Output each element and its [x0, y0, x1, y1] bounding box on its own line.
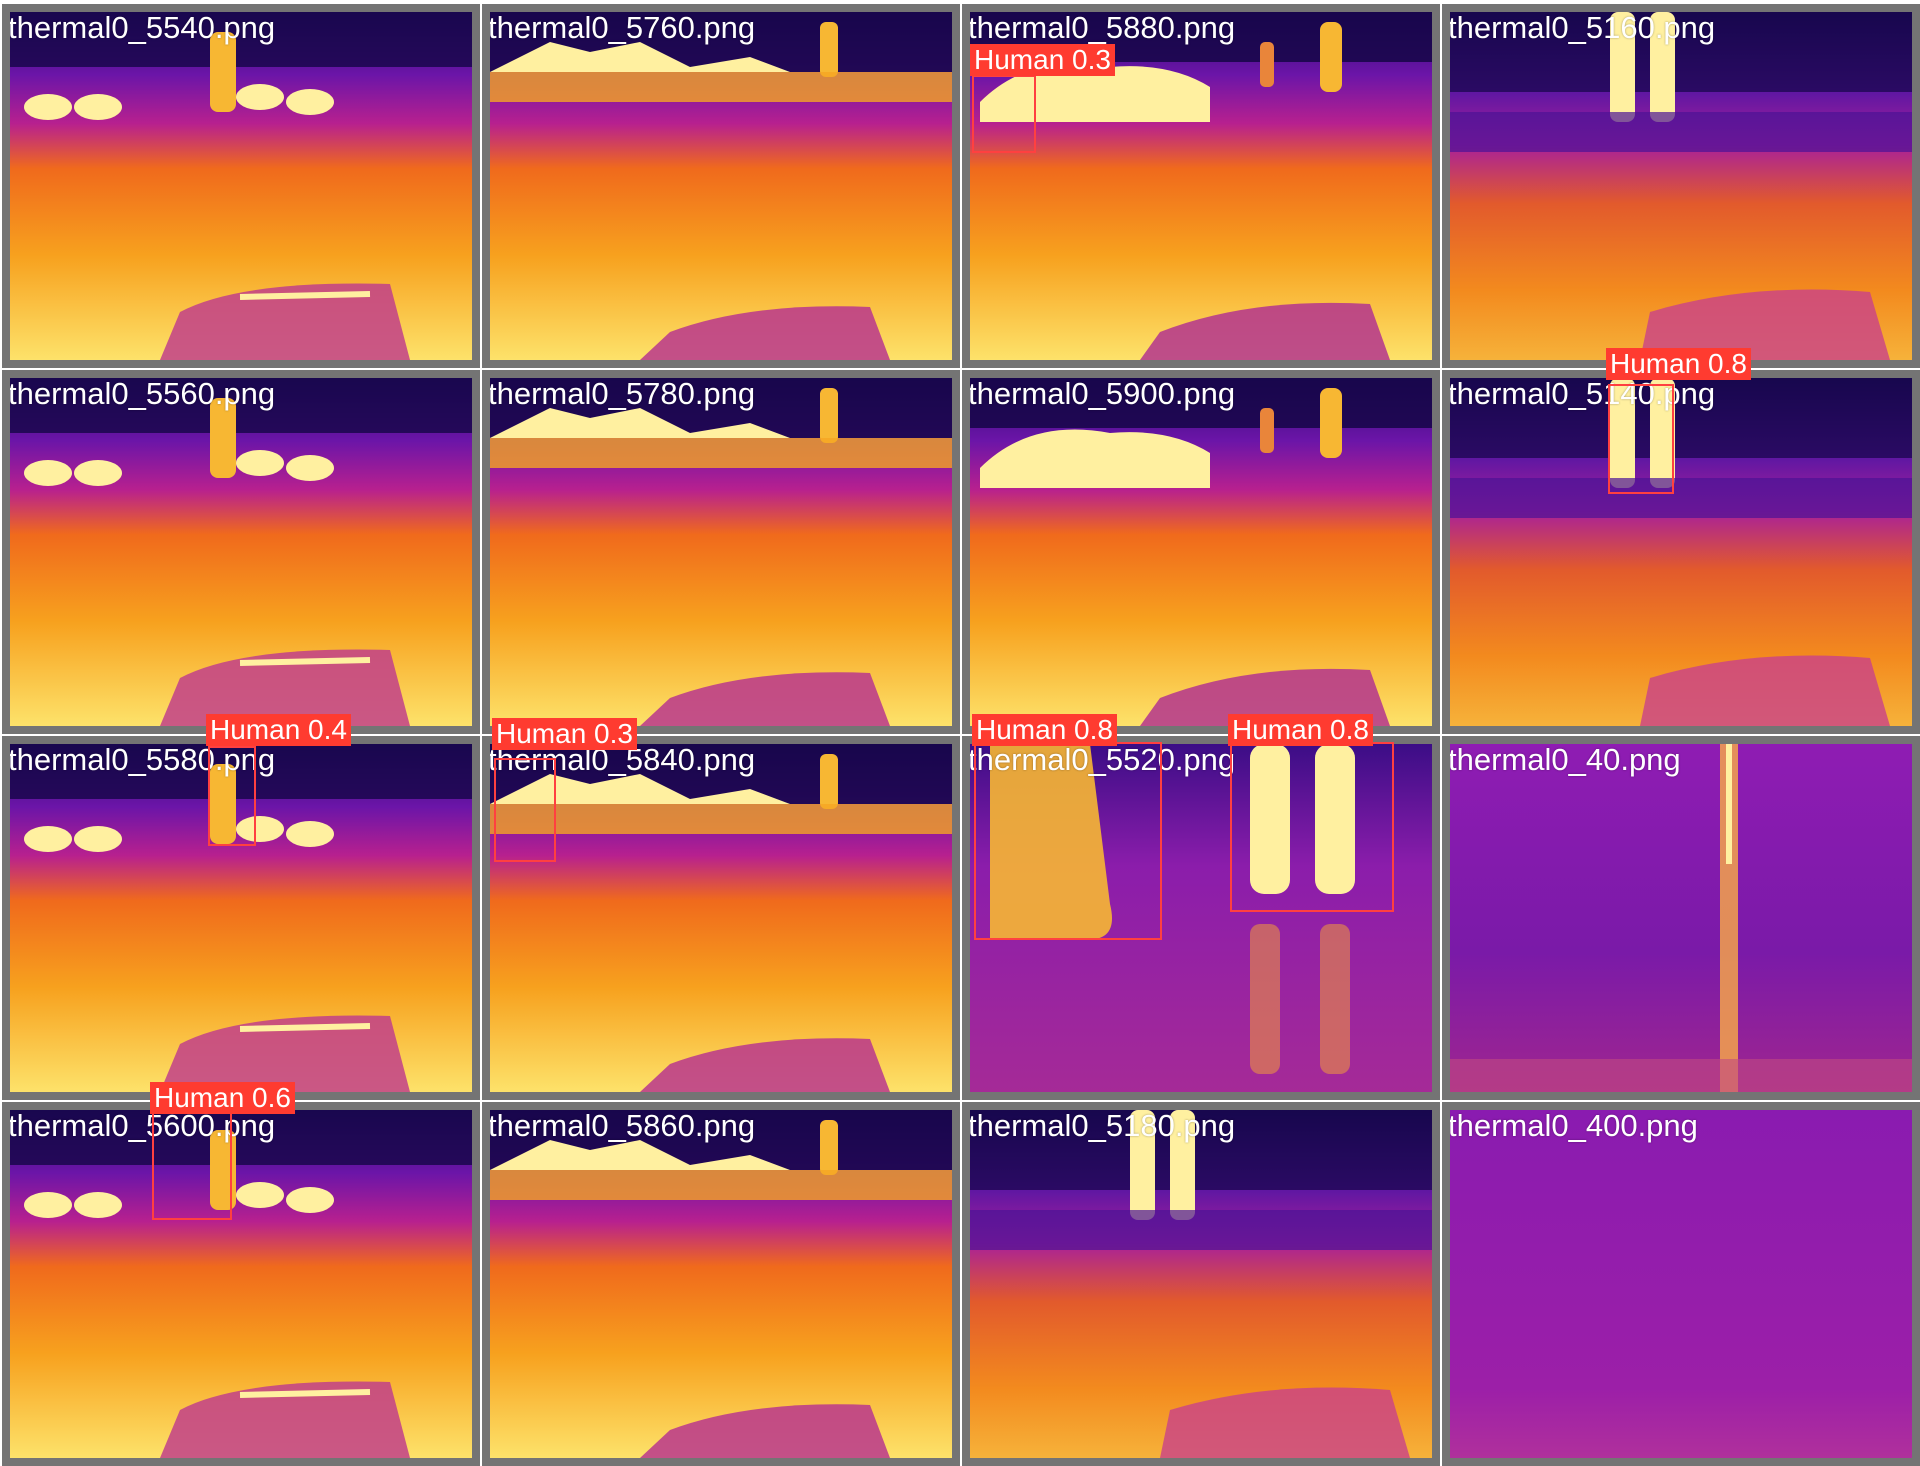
- thermal-image: [1450, 12, 1912, 360]
- thumbnail-tile: thermal0_5600.png: [2, 1102, 480, 1466]
- thermal-image: [10, 12, 472, 360]
- thumbnail-tile: thermal0_5900.png: [962, 370, 1440, 734]
- filename-label: thermal0_5860.png: [488, 1108, 756, 1143]
- detection-box: [974, 742, 1162, 940]
- thumbnail-tile: thermal0_5560.png: [2, 370, 480, 734]
- filename-label: thermal0_5180.png: [968, 1108, 1236, 1143]
- detection-box: [1608, 384, 1674, 494]
- filename-label: thermal0_5540.png: [8, 10, 276, 45]
- detection-box: [494, 758, 556, 862]
- thermal-image: [970, 744, 1432, 1092]
- thumbnail-tile: thermal0_5580.png: [2, 736, 480, 1100]
- detection-label: Human 0.8: [1228, 714, 1373, 746]
- thumbnail-tile: thermal0_40.png: [1442, 736, 1920, 1100]
- filename-label: thermal0_40.png: [1448, 742, 1681, 777]
- filename-label: thermal0_5880.png: [968, 10, 1236, 45]
- thermal-image: [490, 744, 952, 1092]
- thermal-image: [1450, 744, 1912, 1092]
- detection-label: Human 0.6: [150, 1082, 295, 1114]
- filename-label: thermal0_5900.png: [968, 376, 1236, 411]
- detection-label: Human 0.4: [206, 714, 351, 746]
- thumbnail-tile: thermal0_5180.png: [962, 1102, 1440, 1466]
- thumbnail-tile: thermal0_5540.png: [2, 4, 480, 368]
- thermal-image: [970, 1110, 1432, 1458]
- thermal-image: [970, 378, 1432, 726]
- thermal-image: [490, 12, 952, 360]
- filename-label: thermal0_5580.png: [8, 742, 276, 777]
- detection-label: Human 0.8: [1606, 348, 1751, 380]
- filename-label: thermal0_5780.png: [488, 376, 756, 411]
- filename-label: thermal0_400.png: [1448, 1108, 1698, 1143]
- thermal-image: [10, 1110, 472, 1458]
- thumbnail-tile: thermal0_5160.png: [1442, 4, 1920, 368]
- thumbnail-tile: thermal0_5760.png: [482, 4, 960, 368]
- thumbnail-tile: thermal0_5860.png: [482, 1102, 960, 1466]
- filename-label: thermal0_5140.png: [1448, 376, 1716, 411]
- thermal-image: [970, 12, 1432, 360]
- filename-label: thermal0_5160.png: [1448, 10, 1716, 45]
- thumbnail-tile: thermal0_400.png: [1442, 1102, 1920, 1466]
- filename-label: thermal0_5760.png: [488, 10, 756, 45]
- thumbnail-tile: thermal0_5780.png: [482, 370, 960, 734]
- thermal-image: [10, 744, 472, 1092]
- thermal-image: [490, 1110, 952, 1458]
- filename-label: thermal0_5520.png: [968, 742, 1236, 777]
- thumbnail-tile: thermal0_5520.png: [962, 736, 1440, 1100]
- thermal-image: [10, 378, 472, 726]
- detection-box: [1230, 742, 1394, 912]
- detection-label: Human 0.8: [972, 714, 1117, 746]
- detection-label: Human 0.3: [492, 718, 637, 750]
- thumbnail-tile: thermal0_5840.png: [482, 736, 960, 1100]
- detection-box: [208, 746, 256, 846]
- thumbnail-tile: thermal0_5880.png: [962, 4, 1440, 368]
- detection-box: [972, 75, 1036, 153]
- thumbnail-tile: thermal0_5140.png: [1442, 370, 1920, 734]
- detection-label: Human 0.3: [970, 44, 1115, 76]
- thermal-image: [1450, 378, 1912, 726]
- detection-box: [152, 1112, 232, 1220]
- thermal-image: [490, 378, 952, 726]
- filename-label: thermal0_5560.png: [8, 376, 276, 411]
- thermal-image: [1450, 1110, 1912, 1458]
